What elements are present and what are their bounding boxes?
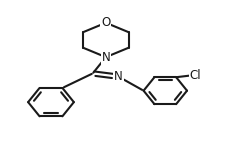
Text: Cl: Cl xyxy=(189,69,201,82)
Text: N: N xyxy=(101,51,110,64)
Text: O: O xyxy=(101,16,110,29)
Text: N: N xyxy=(114,70,123,83)
